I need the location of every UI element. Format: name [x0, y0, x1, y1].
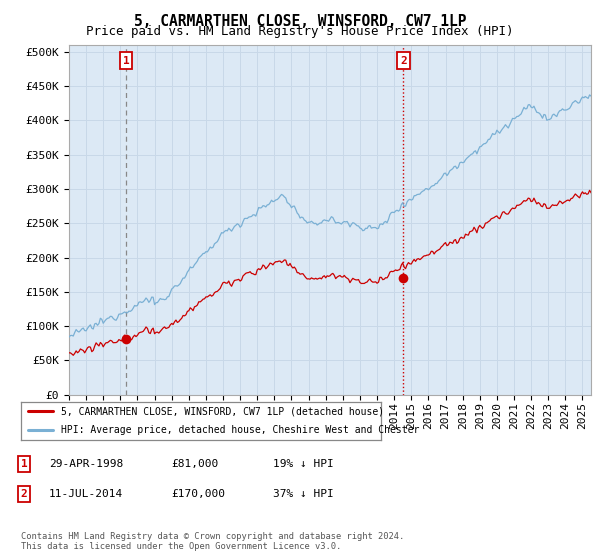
- Text: 37% ↓ HPI: 37% ↓ HPI: [273, 489, 334, 499]
- Text: 5, CARMARTHEN CLOSE, WINSFORD, CW7 1LP (detached house): 5, CARMARTHEN CLOSE, WINSFORD, CW7 1LP (…: [61, 407, 384, 417]
- Text: Contains HM Land Registry data © Crown copyright and database right 2024.
This d: Contains HM Land Registry data © Crown c…: [21, 532, 404, 552]
- Text: 5, CARMARTHEN CLOSE, WINSFORD, CW7 1LP: 5, CARMARTHEN CLOSE, WINSFORD, CW7 1LP: [134, 14, 466, 29]
- Text: 29-APR-1998: 29-APR-1998: [49, 459, 124, 469]
- Text: Price paid vs. HM Land Registry's House Price Index (HPI): Price paid vs. HM Land Registry's House …: [86, 25, 514, 38]
- Text: 2: 2: [20, 489, 28, 499]
- Text: 11-JUL-2014: 11-JUL-2014: [49, 489, 124, 499]
- Text: £170,000: £170,000: [171, 489, 225, 499]
- Text: 2: 2: [400, 55, 407, 66]
- Text: 19% ↓ HPI: 19% ↓ HPI: [273, 459, 334, 469]
- Text: £81,000: £81,000: [171, 459, 218, 469]
- Text: 1: 1: [122, 55, 130, 66]
- Text: 1: 1: [20, 459, 28, 469]
- Text: HPI: Average price, detached house, Cheshire West and Chester: HPI: Average price, detached house, Ches…: [61, 424, 419, 435]
